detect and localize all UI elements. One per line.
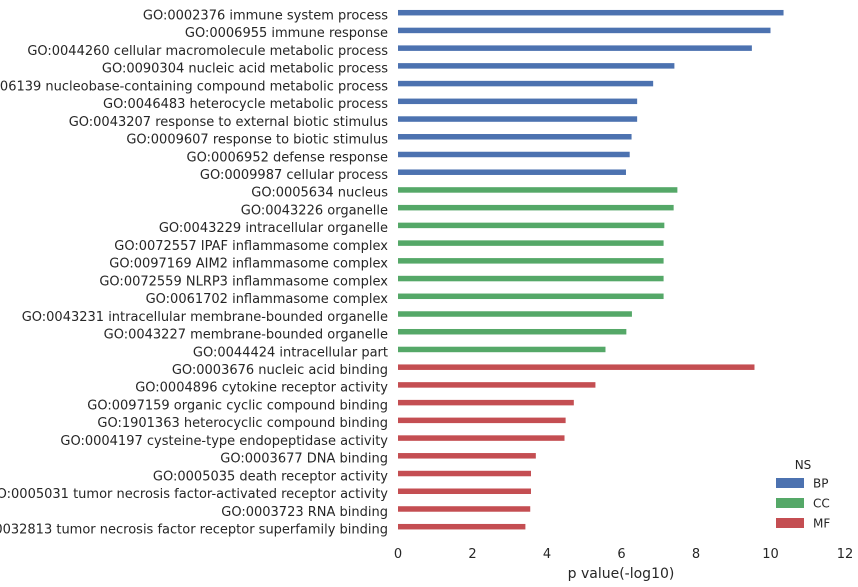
bar-mf: [398, 506, 531, 512]
bar-bp: [398, 151, 630, 158]
category-label: GO:0097169 AIM2 inflammasome complex: [109, 257, 388, 272]
category-label: GO:0043227 membrane-bounded organelle: [104, 328, 388, 343]
legend-label: CC: [813, 497, 830, 511]
bar-mf: [398, 417, 566, 424]
category-label: GO:0002376 immune system process: [143, 9, 388, 24]
category-label: GO:0044260 cellular macromolecule metabo…: [27, 44, 388, 59]
category-label: GO:0046483 heterocycle metabolic process: [103, 97, 388, 112]
category-label: GO:0044424 intracellular part: [193, 345, 388, 360]
bar-mf: [398, 435, 565, 441]
legend-label: BP: [813, 477, 828, 491]
category-label: GO:0090304 nucleic acid metabolic proces…: [102, 62, 388, 77]
bar-cc: [398, 311, 632, 317]
bar-bp: [398, 45, 752, 51]
x-tick-labels-group: 0 2 4 6 8 10 12: [394, 547, 853, 562]
bar-cc: [398, 187, 678, 193]
legend-title: NS: [795, 458, 812, 472]
legend-items-group: BP CC MF: [776, 477, 830, 531]
category-label: GO:0003723 RNA binding: [221, 505, 388, 520]
category-label: GO:0032813 tumor necrosis factor recepto…: [0, 523, 388, 538]
legend: NS BP CC MF: [776, 458, 830, 531]
category-label: GO:0061702 inflammasome complex: [146, 292, 389, 307]
bars-group: [398, 9, 784, 530]
legend-swatch-cc: [776, 498, 804, 508]
bar-cc: [398, 293, 664, 300]
bar-mf: [398, 364, 755, 370]
bar-cc: [398, 275, 664, 282]
category-label: GO:0005031 tumor necrosis factor-activat…: [0, 487, 388, 502]
x-axis-title: p value(-log10): [568, 566, 675, 582]
bar-cc: [398, 258, 664, 264]
category-label: GO:0072559 NLRP3 inflammasome complex: [99, 274, 388, 289]
category-label: GO:0004197 cysteine-type endopeptidase a…: [60, 434, 388, 449]
bar-mf: [398, 399, 574, 406]
bar-cc: [398, 240, 664, 246]
x-tick-label: 12: [837, 547, 854, 562]
bar-mf: [398, 470, 531, 477]
category-label: GO:0097159 organic cyclic compound bindi…: [87, 398, 388, 413]
category-label: GO:0072557 IPAF inflammasome complex: [114, 239, 388, 254]
bar-mf: [398, 382, 596, 388]
bar-mf: [398, 523, 526, 530]
bar-cc: [398, 328, 627, 335]
category-label: GO:0003676 nucleic acid binding: [172, 363, 388, 378]
bar-mf: [398, 453, 536, 459]
category-label: GO:0043226 organelle: [241, 203, 388, 218]
category-label: GO:0043207 response to external biotic s…: [69, 115, 389, 130]
category-label: GO:0043229 intracellular organelle: [159, 221, 388, 236]
category-label: GO:0006955 immune response: [185, 26, 388, 41]
category-label: GO:0006139 nucleobase-containing compoun…: [0, 79, 388, 94]
category-label: GO:0004896 cytokine receptor activity: [135, 381, 388, 396]
bar-cc: [398, 346, 606, 353]
bar-bp: [398, 63, 675, 69]
x-tick-label: 10: [762, 547, 779, 562]
legend-swatch-bp: [776, 478, 804, 488]
category-label: GO:0009607 response to biotic stimulus: [126, 133, 388, 148]
bar-cc: [398, 204, 674, 211]
x-tick-label: 4: [543, 547, 551, 562]
legend-swatch-mf: [776, 518, 804, 528]
x-tick-label: 0: [394, 547, 402, 562]
x-tick-label: 2: [468, 547, 476, 562]
bar-bp: [398, 80, 654, 87]
bar-bp: [398, 27, 771, 34]
bar-mf: [398, 488, 531, 495]
bar-bp: [398, 98, 638, 105]
category-label: GO:0003677 DNA binding: [220, 452, 388, 467]
x-tick-label: 6: [617, 547, 625, 562]
category-label: GO:0006952 defense response: [187, 150, 389, 165]
bar-bp: [398, 116, 638, 122]
x-tick-label: 8: [692, 547, 700, 562]
legend-label: MF: [813, 517, 830, 531]
category-label: GO:0005634 nucleus: [251, 186, 388, 201]
category-label: GO:0009987 cellular process: [200, 168, 388, 183]
category-label: GO:0005035 death receptor activity: [153, 469, 388, 484]
category-labels-group: GO:0002376 immune system process GO:00069…: [0, 9, 388, 538]
bar-bp: [398, 169, 626, 175]
bar-bp: [398, 9, 784, 16]
bar-cc: [398, 222, 665, 229]
category-label: GO:0043231 intracellular membrane-bounde…: [22, 310, 388, 325]
bar-bp: [398, 134, 632, 140]
category-label: GO:1901363 heterocyclic compound binding: [97, 416, 388, 431]
